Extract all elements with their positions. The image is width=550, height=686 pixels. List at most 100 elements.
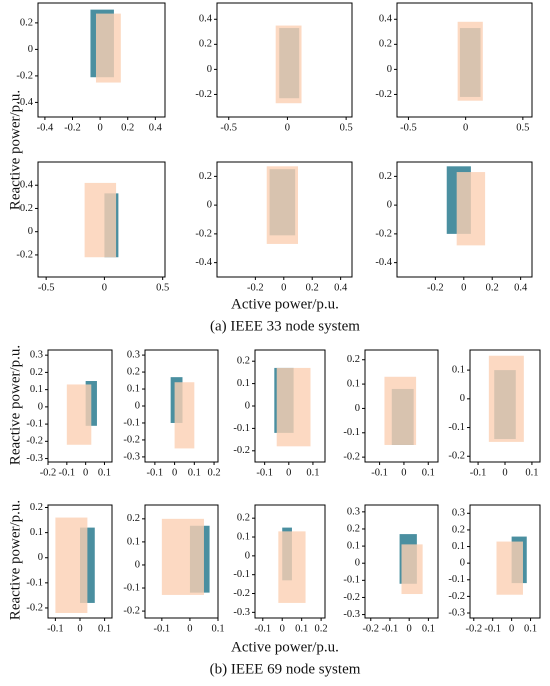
x-tick-label: 0 xyxy=(172,467,177,478)
plot-frame xyxy=(37,161,166,278)
y-tick-label: 0 xyxy=(387,200,392,211)
y-tick-label: -0.2 xyxy=(123,605,140,616)
y-tick-label: 0.2 xyxy=(199,39,212,50)
x-axis-label: Active power/p.u. xyxy=(231,296,339,312)
y-tick-label: 0.1 xyxy=(30,384,43,395)
x-tick-label: 0.1 xyxy=(525,467,538,478)
region xyxy=(55,517,88,613)
x-tick-label: -0.5 xyxy=(220,122,237,133)
y-tick-label: -0.1 xyxy=(123,417,140,428)
x-tick-label: 0.1 xyxy=(188,467,201,478)
x-tick-label: -0.2 xyxy=(40,467,57,478)
x-tick-label: 0.1 xyxy=(422,623,435,634)
x-tick-label: -0.2 xyxy=(64,122,81,133)
plot-frame xyxy=(37,2,166,118)
y-tick-label: 0 xyxy=(28,44,33,55)
y-tick-label: 0.2 xyxy=(199,171,212,182)
plot-frame xyxy=(364,349,439,463)
y-tick-label: -0.4 xyxy=(375,257,392,268)
x-tick-label: 0.1 xyxy=(211,623,224,634)
x-tick-label: 0 xyxy=(502,467,507,478)
x-tick-label: 0 xyxy=(280,623,285,634)
y-tick-label: 0.2 xyxy=(379,39,392,50)
x-tick-label: 0.2 xyxy=(121,122,134,133)
x-tick-label: -0.4 xyxy=(37,122,54,133)
x-tick-label: -0.1 xyxy=(147,467,164,478)
region xyxy=(161,518,204,595)
x-tick-label: 0 xyxy=(407,623,412,634)
y-tick-label: -0.4 xyxy=(16,97,33,108)
y-tick-label: 0.1 xyxy=(127,536,140,547)
y-tick-label: 0 xyxy=(38,401,43,412)
y-tick-label: 0.4 xyxy=(20,180,34,191)
y-tick-label: 0.2 xyxy=(347,354,360,365)
y-tick-label: 0 xyxy=(207,200,212,211)
x-tick-label: 0.2 xyxy=(306,282,319,293)
y-tick-label: -0.2 xyxy=(343,452,360,463)
x-tick-label: 0.5 xyxy=(340,122,353,133)
x-tick-label: 0 xyxy=(97,122,102,133)
y-tick-label: -0.2 xyxy=(233,588,250,599)
plot-frame xyxy=(396,2,533,118)
region xyxy=(457,21,483,101)
x-tick-label: 0.1 xyxy=(98,467,111,478)
x-tick-label: 0 xyxy=(102,282,107,293)
region xyxy=(401,544,423,595)
x-tick-label: -0.1 xyxy=(470,467,487,478)
x-tick-label: 0 xyxy=(285,122,290,133)
y-tick-label: 0.2 xyxy=(237,356,250,367)
y-tick-label: 0.2 xyxy=(30,367,43,378)
region xyxy=(84,182,117,258)
region xyxy=(384,376,417,445)
caption: (b) IEEE 69 node system xyxy=(210,661,361,677)
x-tick-label: 0 xyxy=(77,623,82,634)
x-tick-label: 0.2 xyxy=(315,623,328,634)
y-axis-label: Reactive power/p.u. xyxy=(7,345,23,465)
plot-frame xyxy=(144,504,219,619)
x-tick-label: -0.5 xyxy=(400,122,417,133)
y-tick-label: -0.2 xyxy=(16,249,33,260)
y-tick-label: 0 xyxy=(355,558,360,569)
y-tick-label: 0.1 xyxy=(127,383,140,394)
x-tick-label: 0 xyxy=(286,467,291,478)
y-tick-label: 0.2 xyxy=(452,524,465,535)
y-tick-label: 0 xyxy=(28,226,33,237)
y-tick-label: -0.2 xyxy=(26,602,43,613)
x-tick-label: 0.2 xyxy=(207,467,220,478)
y-tick-label: -0.3 xyxy=(233,607,250,618)
x-tick-label: -0.1 xyxy=(371,467,388,478)
y-tick-label: -0.1 xyxy=(233,423,250,434)
y-tick-label: 0 xyxy=(135,559,140,570)
y-tick-label: 0 xyxy=(387,64,392,75)
y-tick-label: 0.2 xyxy=(379,171,392,182)
x-tick-label: -0.2 xyxy=(427,282,444,293)
x-tick-label: 0 xyxy=(509,623,514,634)
region xyxy=(278,531,306,603)
y-tick-label: 0.3 xyxy=(30,350,43,361)
y-tick-label: 0.2 xyxy=(347,523,360,534)
x-tick-label: -0.1 xyxy=(154,623,171,634)
y-tick-label: 0.3 xyxy=(452,508,465,519)
x-tick-label: -0.1 xyxy=(59,467,76,478)
x-tick-label: 0 xyxy=(461,282,466,293)
x-tick-label: 0 xyxy=(281,282,286,293)
y-tick-label: 0.2 xyxy=(237,513,250,524)
y-tick-label: -0.2 xyxy=(195,228,212,239)
plot-frame xyxy=(396,161,533,278)
y-axis-label: Reactive power/p.u. xyxy=(7,500,23,620)
x-tick-label: -0.1 xyxy=(382,623,399,634)
y-tick-label: 0 xyxy=(38,552,43,563)
x-tick-label: 0.4 xyxy=(149,122,163,133)
y-tick-label: -0.2 xyxy=(375,228,392,239)
plot-frame xyxy=(47,349,113,463)
region xyxy=(266,166,298,244)
x-tick-label: 0.1 xyxy=(306,467,319,478)
y-tick-label: 0.1 xyxy=(452,365,465,376)
x-tick-label: -0.1 xyxy=(484,623,501,634)
y-tick-label: 0 xyxy=(460,393,465,404)
x-tick-label: 0.1 xyxy=(524,623,537,634)
y-tick-label: -0.1 xyxy=(26,418,43,429)
y-tick-label: -0.2 xyxy=(233,445,250,456)
y-tick-label: -0.1 xyxy=(448,574,465,585)
